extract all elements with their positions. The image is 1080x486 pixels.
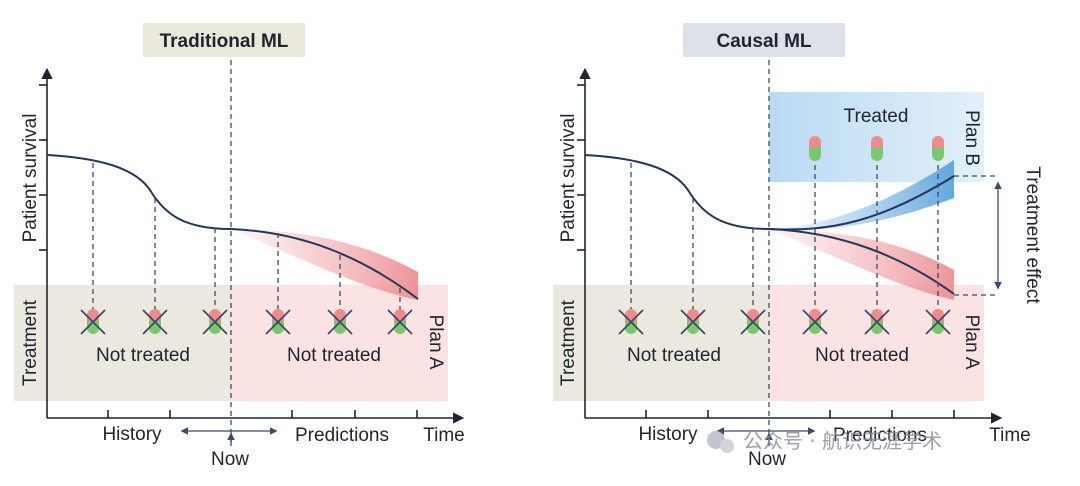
right-time-label: Time bbox=[989, 425, 1031, 446]
watermark: 公众号 · 航识无涯学术 bbox=[707, 429, 942, 453]
right-pill-treated-3-icon bbox=[932, 136, 944, 161]
right-survival-curve-plan-b bbox=[768, 175, 955, 231]
left-survival-curve bbox=[46, 154, 419, 300]
left-predictions-label: Predictions bbox=[295, 425, 389, 446]
left-x-ticks bbox=[107, 410, 418, 418]
left-not-treated-history-label: Not treated bbox=[96, 345, 190, 366]
left-treatment-axis-label: Treatment bbox=[20, 299, 41, 386]
left-y-ticks bbox=[39, 84, 47, 251]
right-pill-treated-2-icon bbox=[871, 136, 883, 161]
left-y-axis-label: Patient survival bbox=[20, 114, 41, 243]
right-title: Causal ML bbox=[716, 31, 811, 52]
right-x-ticks bbox=[645, 410, 955, 418]
right-not-treated-history-label: Not treated bbox=[627, 345, 721, 366]
right-not-treated-future-label: Not treated bbox=[815, 345, 909, 366]
right-survival-curve-plan-a bbox=[584, 154, 955, 295]
left-title-bg bbox=[143, 23, 305, 57]
right-title-bg bbox=[683, 23, 845, 57]
right-history-treatment-bg bbox=[553, 285, 769, 401]
left-not-treated-future-label: Not treated bbox=[287, 345, 381, 366]
right-y-axis-label: Patient survival bbox=[558, 114, 579, 243]
right-treatment-effect-label: Treatment effect bbox=[1022, 166, 1043, 304]
right-y-ticks bbox=[577, 84, 585, 251]
right-now-label: Now bbox=[748, 449, 786, 470]
left-title: Traditional ML bbox=[160, 31, 289, 52]
right-treatment-axis-label: Treatment bbox=[558, 299, 579, 386]
left-panel: Traditional ML bbox=[14, 23, 465, 470]
left-history-treatment-bg bbox=[14, 285, 231, 401]
watermark-text: 公众号 · 航识无涯学术 bbox=[743, 429, 942, 453]
left-now-label: Now bbox=[211, 449, 249, 470]
right-dashed-lines bbox=[630, 60, 998, 442]
left-time-label: Time bbox=[423, 425, 465, 446]
right-pill-treated-1-icon bbox=[809, 136, 821, 161]
right-plan-a-label: Plan A bbox=[961, 315, 982, 370]
right-history-label: History bbox=[638, 424, 698, 445]
right-predictions-label: Predictions bbox=[833, 425, 927, 446]
left-dashed-lines bbox=[92, 60, 401, 442]
right-treated-label: Treated bbox=[844, 106, 909, 127]
left-plan-a-label: Plan A bbox=[425, 315, 446, 370]
right-plan-b-uncertainty-band bbox=[769, 160, 954, 230]
right-panel: Causal ML bbox=[553, 23, 1043, 470]
left-history-label: History bbox=[102, 424, 162, 445]
right-plan-b-label: Plan B bbox=[961, 110, 982, 166]
